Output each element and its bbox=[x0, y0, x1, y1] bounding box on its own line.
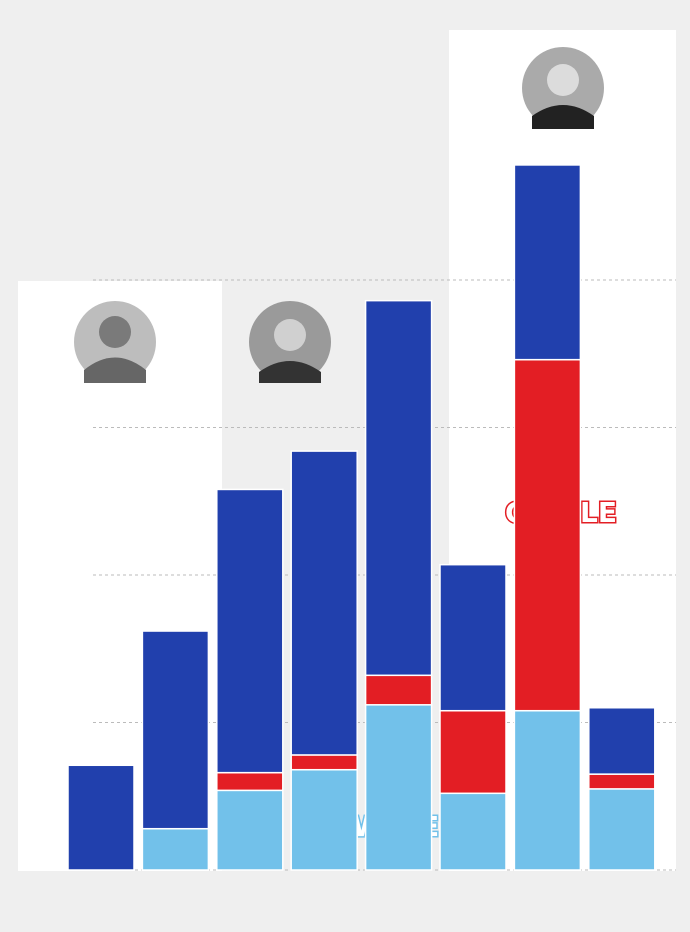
portrait bbox=[249, 301, 331, 383]
bar-segment bbox=[216, 488, 284, 774]
bar-segment bbox=[290, 450, 358, 756]
bar-segment bbox=[141, 827, 210, 871]
bar-segment bbox=[588, 788, 656, 871]
bar-segment bbox=[439, 563, 507, 712]
bar-segment bbox=[588, 707, 656, 775]
portrait bbox=[522, 47, 604, 129]
bar-segment bbox=[364, 299, 433, 677]
portrait bbox=[74, 301, 156, 383]
bar-segment bbox=[364, 674, 433, 706]
bar-segment bbox=[67, 764, 135, 871]
bar-segment bbox=[513, 358, 582, 712]
bar-segment bbox=[513, 709, 582, 871]
bar-segment bbox=[216, 771, 284, 792]
bar-segment bbox=[439, 709, 507, 795]
bar-segment bbox=[588, 773, 656, 790]
bar-segment bbox=[290, 768, 358, 871]
bar-segment bbox=[513, 164, 582, 361]
bar-segment bbox=[216, 789, 284, 871]
bar-segment bbox=[439, 792, 507, 871]
bar-segment bbox=[141, 630, 210, 830]
annotation: LE bbox=[580, 496, 617, 529]
bar-segment bbox=[290, 754, 358, 771]
bar-segment bbox=[364, 704, 433, 871]
